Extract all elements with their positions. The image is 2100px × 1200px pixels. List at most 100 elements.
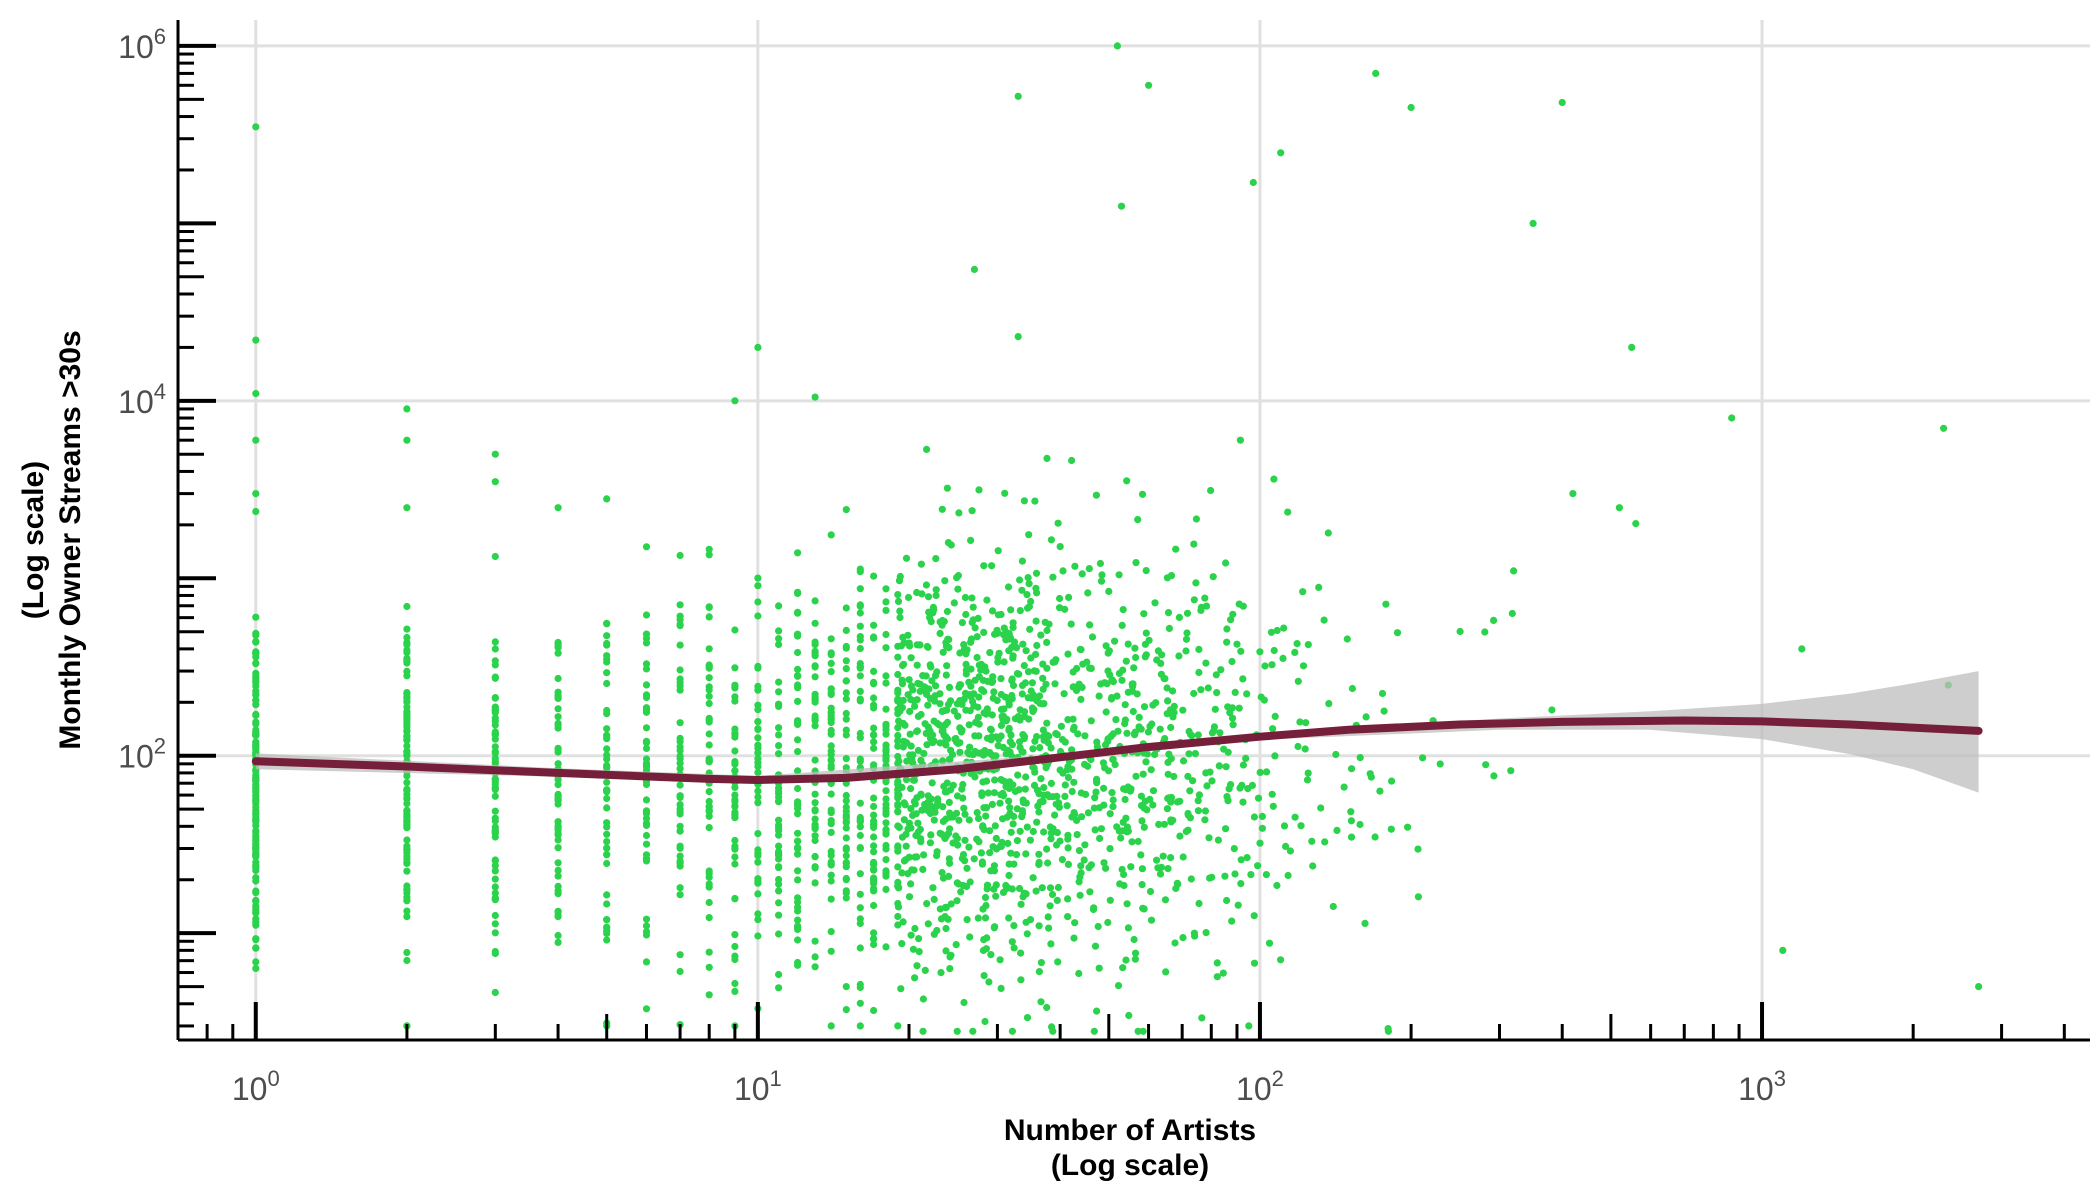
data-point [924, 593, 933, 601]
data-point [946, 859, 954, 867]
data-point [1049, 573, 1057, 581]
data-point [913, 696, 921, 704]
data-point [919, 995, 928, 1003]
data-point [676, 734, 684, 743]
data-point [882, 679, 890, 687]
data-point [1020, 662, 1028, 670]
data-point [252, 674, 260, 682]
data-point [894, 724, 902, 732]
data-point [252, 660, 260, 668]
data-point [898, 783, 906, 792]
data-point [882, 672, 890, 680]
data-point [856, 799, 864, 807]
data-point [882, 644, 890, 652]
data-point [1382, 600, 1390, 608]
data-point [252, 648, 260, 656]
data-point [1308, 837, 1316, 845]
data-point [842, 642, 850, 651]
data-point [870, 940, 878, 949]
data-point [775, 875, 783, 884]
data-point [1088, 633, 1097, 641]
data-point [1167, 816, 1175, 824]
data-point [491, 883, 499, 891]
data-point [1018, 690, 1026, 698]
data-point [1131, 644, 1139, 652]
data-point [856, 1022, 864, 1030]
data-point [1115, 669, 1123, 678]
data-point [1219, 969, 1227, 977]
data-point [941, 913, 949, 921]
data-point [1097, 825, 1105, 833]
data-point [705, 692, 713, 700]
data-point [842, 876, 850, 884]
data-point [963, 916, 971, 924]
data-point [775, 688, 783, 696]
data-point [1009, 820, 1017, 828]
data-point [1165, 750, 1173, 758]
data-point [1039, 674, 1047, 682]
data-point [491, 948, 499, 956]
data-point [921, 800, 929, 809]
data-point [676, 801, 684, 809]
data-point [491, 478, 499, 486]
data-point [1265, 939, 1274, 947]
data-point [1132, 653, 1140, 662]
data-point [1230, 845, 1238, 853]
data-point [1032, 887, 1040, 895]
data-point [856, 757, 864, 765]
data-point [403, 849, 411, 857]
data-point [554, 866, 562, 875]
data-point [491, 894, 499, 902]
data-point [1014, 771, 1022, 779]
data-point [1299, 588, 1307, 596]
data-point [1043, 626, 1051, 635]
data-point [252, 507, 260, 516]
data-point [1507, 767, 1515, 775]
data-point [1154, 647, 1162, 655]
data-point [1101, 764, 1109, 772]
data-point [975, 720, 983, 728]
data-point [1192, 515, 1200, 523]
data-point [943, 718, 952, 727]
data-point [1063, 802, 1071, 810]
data-point [603, 891, 611, 899]
data-point [491, 911, 499, 920]
data-point [895, 884, 903, 892]
data-point [1005, 797, 1013, 805]
data-point [705, 741, 713, 749]
data-point [775, 627, 783, 635]
data-point [927, 663, 935, 671]
data-point [894, 736, 902, 745]
data-point [1294, 742, 1302, 751]
data-point [705, 551, 713, 559]
data-point [1033, 641, 1041, 650]
data-point [1975, 983, 1983, 991]
data-point [1020, 497, 1028, 505]
data-point [1309, 862, 1317, 870]
data-point [1054, 519, 1062, 527]
data-point [1148, 720, 1156, 728]
data-point [932, 682, 940, 690]
data-point [1093, 1007, 1101, 1015]
data-point [934, 795, 942, 803]
data-point [991, 822, 999, 830]
data-point [1297, 822, 1305, 830]
data-point [754, 759, 762, 767]
data-point [1143, 806, 1151, 814]
data-point [938, 707, 946, 716]
data-point [1090, 1027, 1098, 1035]
data-point [603, 639, 611, 648]
data-point [913, 962, 921, 970]
data-point [1052, 800, 1060, 808]
data-point [603, 632, 611, 640]
data-point [1222, 763, 1230, 771]
data-point [1004, 746, 1012, 754]
data-point [252, 631, 260, 639]
data-point [904, 870, 912, 878]
data-point [1131, 949, 1140, 957]
data-point [794, 736, 802, 744]
data-point [895, 791, 903, 799]
data-point [603, 658, 611, 666]
data-point [987, 951, 995, 959]
data-point [1077, 862, 1085, 870]
